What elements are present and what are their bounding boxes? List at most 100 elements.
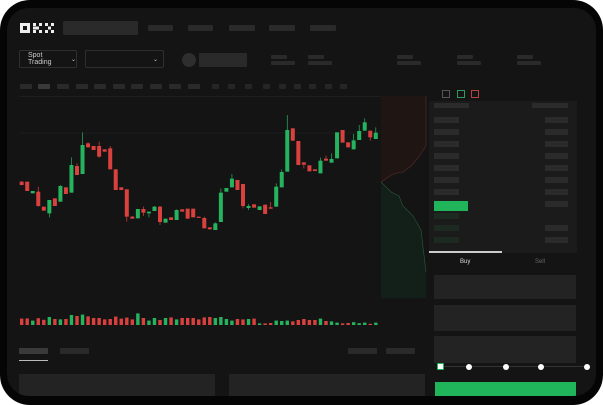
orderbook-price[interactable] — [434, 213, 459, 219]
orderbook-price[interactable] — [434, 141, 459, 147]
amount-slider[interactable] — [437, 363, 590, 370]
volume-bar — [119, 318, 123, 325]
buy-submit-button[interactable] — [435, 382, 576, 396]
slider-handle[interactable] — [437, 363, 444, 370]
orderbook-price[interactable] — [434, 237, 459, 243]
candle-body — [241, 184, 245, 206]
timeframe-button[interactable] — [94, 84, 106, 89]
search-placeholder[interactable] — [63, 21, 138, 35]
candle — [373, 127, 378, 139]
nav-item[interactable] — [310, 25, 336, 31]
drawing-tool-icon[interactable] — [279, 84, 286, 89]
drawing-tool-icon[interactable] — [228, 84, 235, 89]
candle — [351, 134, 356, 150]
stat-label — [308, 55, 324, 59]
drawing-tool-icon[interactable] — [212, 84, 219, 89]
slider-step-75[interactable] — [538, 363, 544, 370]
nav-item[interactable] — [229, 25, 255, 31]
candle — [229, 174, 234, 188]
tab-open-orders[interactable] — [19, 348, 48, 354]
candle — [346, 142, 351, 148]
volume-bar — [191, 318, 195, 325]
drawing-tool-icon[interactable] — [294, 84, 301, 89]
tab-order-history[interactable] — [60, 348, 89, 354]
candle-body — [207, 227, 212, 230]
volume-bar — [296, 320, 301, 325]
timeframe-button[interactable] — [76, 84, 88, 89]
candle-body — [169, 217, 174, 220]
orderbook-price[interactable] — [434, 129, 459, 135]
nav-item[interactable] — [148, 25, 173, 31]
total-input[interactable] — [434, 336, 576, 363]
volume-bar — [69, 315, 74, 325]
last-price[interactable] — [434, 201, 468, 211]
timeframe-button[interactable] — [38, 84, 50, 89]
pair-dropdown[interactable]: ⌄ — [85, 50, 164, 68]
candle-body — [296, 141, 301, 165]
orderbook-price[interactable] — [434, 153, 459, 159]
nav-item[interactable] — [269, 25, 295, 31]
timeframe-button[interactable] — [150, 84, 162, 89]
volume-bar — [202, 317, 206, 325]
candle — [108, 146, 113, 170]
chevron-down-icon: ⌄ — [70, 56, 76, 63]
drawing-tool-icon[interactable] — [309, 84, 316, 89]
sell-tab[interactable]: Sell — [535, 259, 546, 265]
orderbook-amount — [545, 237, 568, 243]
candle-body — [113, 169, 118, 190]
filter-button[interactable] — [386, 348, 415, 354]
candle-body — [224, 188, 229, 192]
slider-step-50[interactable] — [503, 363, 509, 370]
drawing-tool-icon[interactable] — [245, 84, 252, 89]
timeframe-button[interactable] — [131, 84, 143, 89]
orderbook-both-icon[interactable] — [442, 90, 450, 98]
volume-bar — [241, 319, 245, 325]
timeframe-button[interactable] — [113, 84, 125, 89]
candle-body — [268, 207, 273, 209]
candle — [252, 204, 257, 208]
filter-button[interactable] — [348, 348, 377, 354]
panel-right — [229, 374, 425, 396]
candle-body — [91, 146, 96, 150]
volume-bar — [335, 322, 339, 325]
orderbook-asks-icon[interactable] — [471, 90, 479, 98]
orderbook-price[interactable] — [434, 189, 459, 195]
spot-trading-dropdown[interactable]: Spot Trading ⌄ — [19, 50, 77, 68]
amount-input[interactable] — [434, 305, 576, 331]
drawing-tool-icon[interactable] — [340, 84, 347, 89]
volume-bar — [141, 318, 146, 325]
volume-bar — [58, 319, 63, 325]
candle — [307, 165, 312, 172]
volume-bar — [324, 321, 328, 325]
drawing-tool-icon[interactable] — [325, 84, 332, 89]
volume-bar — [185, 318, 190, 325]
orderbook-price[interactable] — [434, 117, 459, 123]
timeframe-button[interactable] — [20, 84, 32, 89]
slider-step-25[interactable] — [466, 363, 472, 370]
timeframe-button[interactable] — [188, 84, 200, 89]
candle-body — [301, 162, 306, 165]
timeframe-button[interactable] — [169, 84, 181, 89]
orderbook-bids-icon[interactable] — [457, 90, 465, 98]
orderbook-price[interactable] — [434, 177, 459, 183]
timeframe-button[interactable] — [57, 84, 69, 89]
candle — [207, 227, 212, 230]
candle — [91, 146, 96, 150]
nav-item[interactable] — [188, 25, 213, 31]
candlestick-chart[interactable] — [7, 8, 596, 396]
candle — [113, 169, 118, 190]
candle — [41, 206, 46, 211]
okx-logo — [20, 23, 54, 33]
orderbook-price[interactable] — [434, 165, 459, 171]
candle — [135, 209, 140, 219]
candle-body — [102, 149, 107, 152]
stat-label — [271, 55, 287, 59]
price-input[interactable] — [434, 275, 576, 299]
orderbook-price[interactable] — [434, 225, 459, 231]
volume-bar — [102, 319, 107, 325]
candle-body — [362, 122, 367, 131]
buy-tab[interactable]: Buy — [460, 259, 471, 265]
slider-step-100[interactable] — [584, 363, 590, 370]
volume-bar — [53, 319, 57, 325]
drawing-tool-icon[interactable] — [263, 84, 270, 89]
